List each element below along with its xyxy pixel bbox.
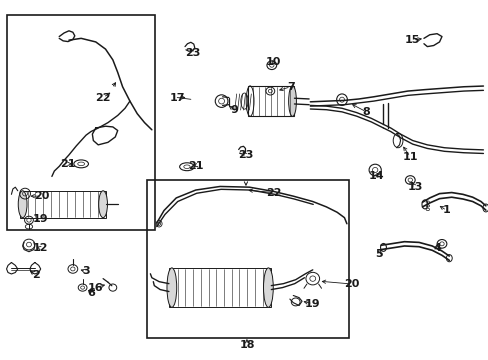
- Text: 6: 6: [87, 288, 95, 298]
- Ellipse shape: [263, 268, 273, 307]
- Bar: [6, 15, 155, 230]
- Text: 3: 3: [82, 266, 90, 276]
- Text: 22: 22: [95, 93, 111, 103]
- Text: 1: 1: [442, 206, 450, 216]
- Ellipse shape: [99, 191, 107, 218]
- Ellipse shape: [166, 268, 176, 307]
- Bar: [247, 86, 294, 116]
- Text: 23: 23: [184, 48, 200, 58]
- Bar: [168, 268, 271, 307]
- Bar: [20, 191, 105, 218]
- Text: 19: 19: [33, 215, 48, 224]
- Text: 19: 19: [305, 299, 320, 309]
- Text: 20: 20: [344, 279, 359, 289]
- Text: 14: 14: [367, 171, 383, 181]
- Text: 15: 15: [404, 35, 420, 45]
- Text: 18: 18: [239, 340, 254, 350]
- Text: 21: 21: [187, 161, 203, 171]
- Text: 8: 8: [362, 107, 369, 117]
- Text: 16: 16: [88, 283, 103, 293]
- Text: 22: 22: [265, 188, 281, 198]
- Text: 12: 12: [33, 243, 48, 253]
- Ellipse shape: [288, 86, 296, 116]
- Text: 23: 23: [237, 150, 253, 160]
- Text: 10: 10: [265, 57, 281, 67]
- Text: 21: 21: [60, 159, 75, 169]
- Text: 4: 4: [432, 243, 440, 253]
- Ellipse shape: [18, 191, 27, 218]
- Text: 20: 20: [34, 191, 50, 201]
- Text: 17: 17: [169, 93, 184, 103]
- Text: 5: 5: [374, 248, 382, 258]
- Text: 13: 13: [407, 182, 422, 192]
- Text: 11: 11: [402, 152, 417, 162]
- Bar: [147, 180, 348, 338]
- Text: 2: 2: [32, 270, 40, 280]
- Text: 7: 7: [286, 82, 294, 92]
- Text: 9: 9: [230, 105, 238, 115]
